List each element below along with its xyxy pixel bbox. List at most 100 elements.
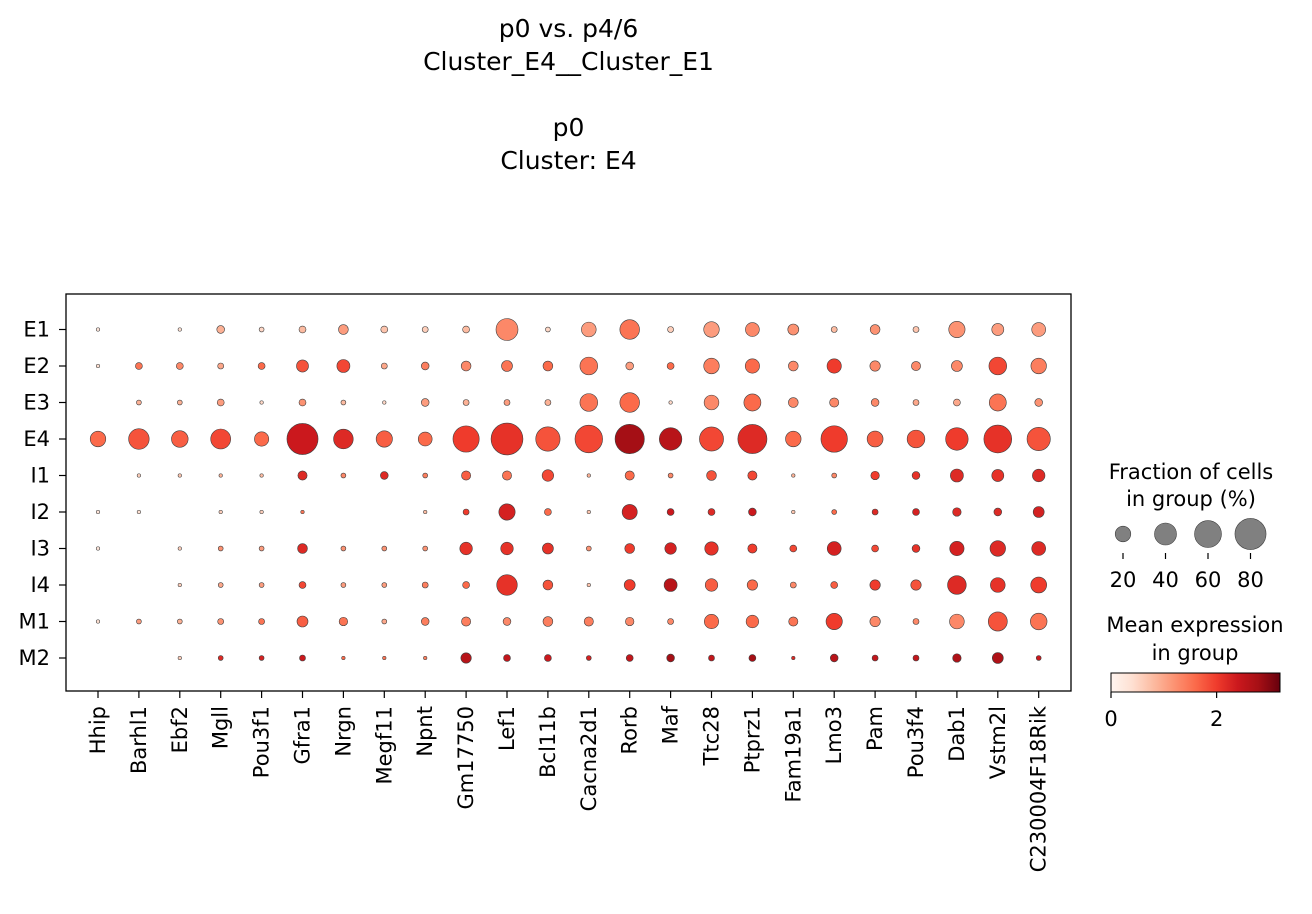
colorbar: [1110, 672, 1281, 693]
dot-I1-Ebf2: [177, 473, 182, 478]
dot-E4-C230004F18Rik: [1026, 427, 1051, 451]
x-tick-label: Gfra1: [291, 706, 315, 765]
dot-M1-Bcl11b: [542, 616, 554, 627]
dot-E1-Ebf2: [177, 327, 182, 332]
dot-E1-Rorb: [619, 319, 640, 340]
dot-M1-Lmo3: [825, 613, 843, 630]
dot-E4-Pou3f1: [254, 431, 270, 447]
dot-I4-Gm17750: [462, 581, 470, 589]
dot-I4-Fam19a1: [789, 581, 797, 589]
dot-I4-Pou3f1: [258, 582, 265, 588]
dot-E1-Vstm2l: [991, 323, 1005, 336]
dot-E3-Ebf2: [177, 399, 183, 406]
y-tick-label: I1: [30, 464, 50, 488]
dot-E1-Pou3f4: [912, 326, 920, 333]
dot-I3-Hhip: [95, 546, 101, 551]
dot-I3-Dab1: [949, 541, 965, 556]
dot-I2-Npnt: [423, 509, 428, 515]
dot-E1-Maf: [667, 326, 674, 333]
dot-E4-Ebf2: [171, 430, 189, 448]
size-legend-items: 20 40 60 80: [1110, 518, 1267, 592]
dot-E1-Lef1: [495, 318, 519, 341]
dot-I3-Mgll: [217, 545, 224, 552]
dot-I1-Barhl1: [136, 473, 141, 478]
y-tick-label: E4: [23, 427, 50, 451]
dot-M2-Ttc28: [708, 654, 715, 662]
dot-I2-Cacna2d1: [586, 509, 591, 515]
x-tick-label: Ptprz1: [740, 706, 764, 773]
dot-E3-Nrgn: [340, 399, 347, 406]
dot-I4-Dab1: [947, 575, 967, 595]
dot-I2-Dab1: [952, 507, 962, 517]
dot-M1-Megf11: [381, 618, 388, 625]
dot-E4-Mgll: [210, 428, 231, 450]
dot-I4-Pou3f4: [910, 579, 922, 591]
dot-M2-Pou3f1: [258, 655, 265, 661]
x-tick-label: C230004F18Rik: [1027, 705, 1051, 872]
dot-I4-Megf11: [381, 582, 388, 588]
dot-I3-Gm17750: [459, 541, 473, 556]
dot-E4-Vstm2l: [983, 424, 1013, 454]
dot-I3-Pou3f1: [258, 545, 265, 552]
dot-M2-Npnt: [423, 655, 428, 661]
dot-M2-Gfra1: [299, 654, 306, 662]
size-legend-dot: [1114, 525, 1132, 543]
color-legend-title-line-1: Mean expression: [1106, 613, 1283, 637]
dot-E3-Lef1: [503, 399, 511, 406]
dot-E3-Mgll: [216, 398, 225, 407]
size-legend-title-line-2: in group (%): [1126, 487, 1256, 511]
x-tick-label: Pam: [863, 706, 887, 751]
dot-E1-Ptprz1: [745, 322, 760, 337]
dot-E4-Ptprz1: [737, 424, 768, 454]
dot-E2-Rorb: [625, 361, 634, 371]
dot-E2-Hhip: [95, 363, 101, 369]
dot-I3-Megf11: [381, 545, 388, 552]
dot-I2-Pou3f4: [912, 508, 920, 516]
dot-I3-Gfra1: [297, 543, 308, 554]
dot-M2-Dab1: [952, 653, 962, 663]
dot-I3-Fam19a1: [789, 544, 798, 553]
dot-I1-C230004F18Rik: [1032, 468, 1046, 483]
dot-M2-Megf11: [382, 655, 387, 661]
dot-E3-Gfra1: [298, 398, 307, 407]
color-legend-title-line-2: in group: [1152, 641, 1239, 665]
chart-title: p0 vs. p4/6 Cluster_E4__Cluster_E1 p0 Cl…: [0, 12, 1137, 177]
dot-I1-Mgll: [218, 473, 223, 478]
dot-E2-Mgll: [217, 362, 225, 370]
dot-I1-Ttc28: [706, 470, 717, 481]
dot-M2-Fam19a1: [791, 655, 796, 661]
dot-E2-Ptprz1: [744, 358, 760, 374]
y-tick-label: M2: [19, 646, 50, 670]
dot-M1-Npnt: [421, 617, 430, 626]
dot-M1-Lef1: [502, 617, 512, 626]
dot-E2-Barhl1: [135, 362, 143, 370]
title-line-5: Cluster: E4: [500, 146, 637, 175]
dot-E3-C230004F18Rik: [1034, 398, 1043, 407]
dot-I2-Vstm2l: [993, 507, 1002, 517]
dot-E1-Mgll: [216, 325, 225, 334]
dot-E4-Megf11: [375, 430, 393, 448]
dot-I4-Lmo3: [830, 581, 838, 589]
dot-E3-Megf11: [382, 400, 387, 405]
dot-M1-Pou3f4: [912, 618, 920, 625]
dot-E3-Fam19a1: [788, 397, 799, 408]
dot-E4-Maf: [659, 427, 683, 451]
dot-E4-Bcl11b: [535, 426, 561, 452]
dot-M2-Nrgn: [341, 655, 346, 661]
dot-E2-Lef1: [501, 360, 513, 372]
x-tick-label: Lef1: [495, 706, 519, 751]
dot-I2-Pam: [871, 508, 879, 516]
dot-E3-Pou3f4: [912, 399, 920, 406]
x-tick-label: Hhip: [86, 706, 110, 754]
dot-E1-C230004F18Rik: [1031, 322, 1046, 337]
dot-I3-Maf: [664, 542, 677, 555]
dot-M1-Gm17750: [461, 616, 471, 627]
title-line-4: p0: [552, 113, 585, 142]
x-tick-label: Ebf2: [168, 706, 192, 753]
dot-E2-Megf11: [380, 362, 388, 370]
dot-E1-Lmo3: [830, 326, 838, 333]
x-tick-label: Maf: [659, 705, 683, 744]
dot-I1-Dab1: [950, 468, 964, 483]
dot-I4-Npnt: [421, 581, 429, 589]
